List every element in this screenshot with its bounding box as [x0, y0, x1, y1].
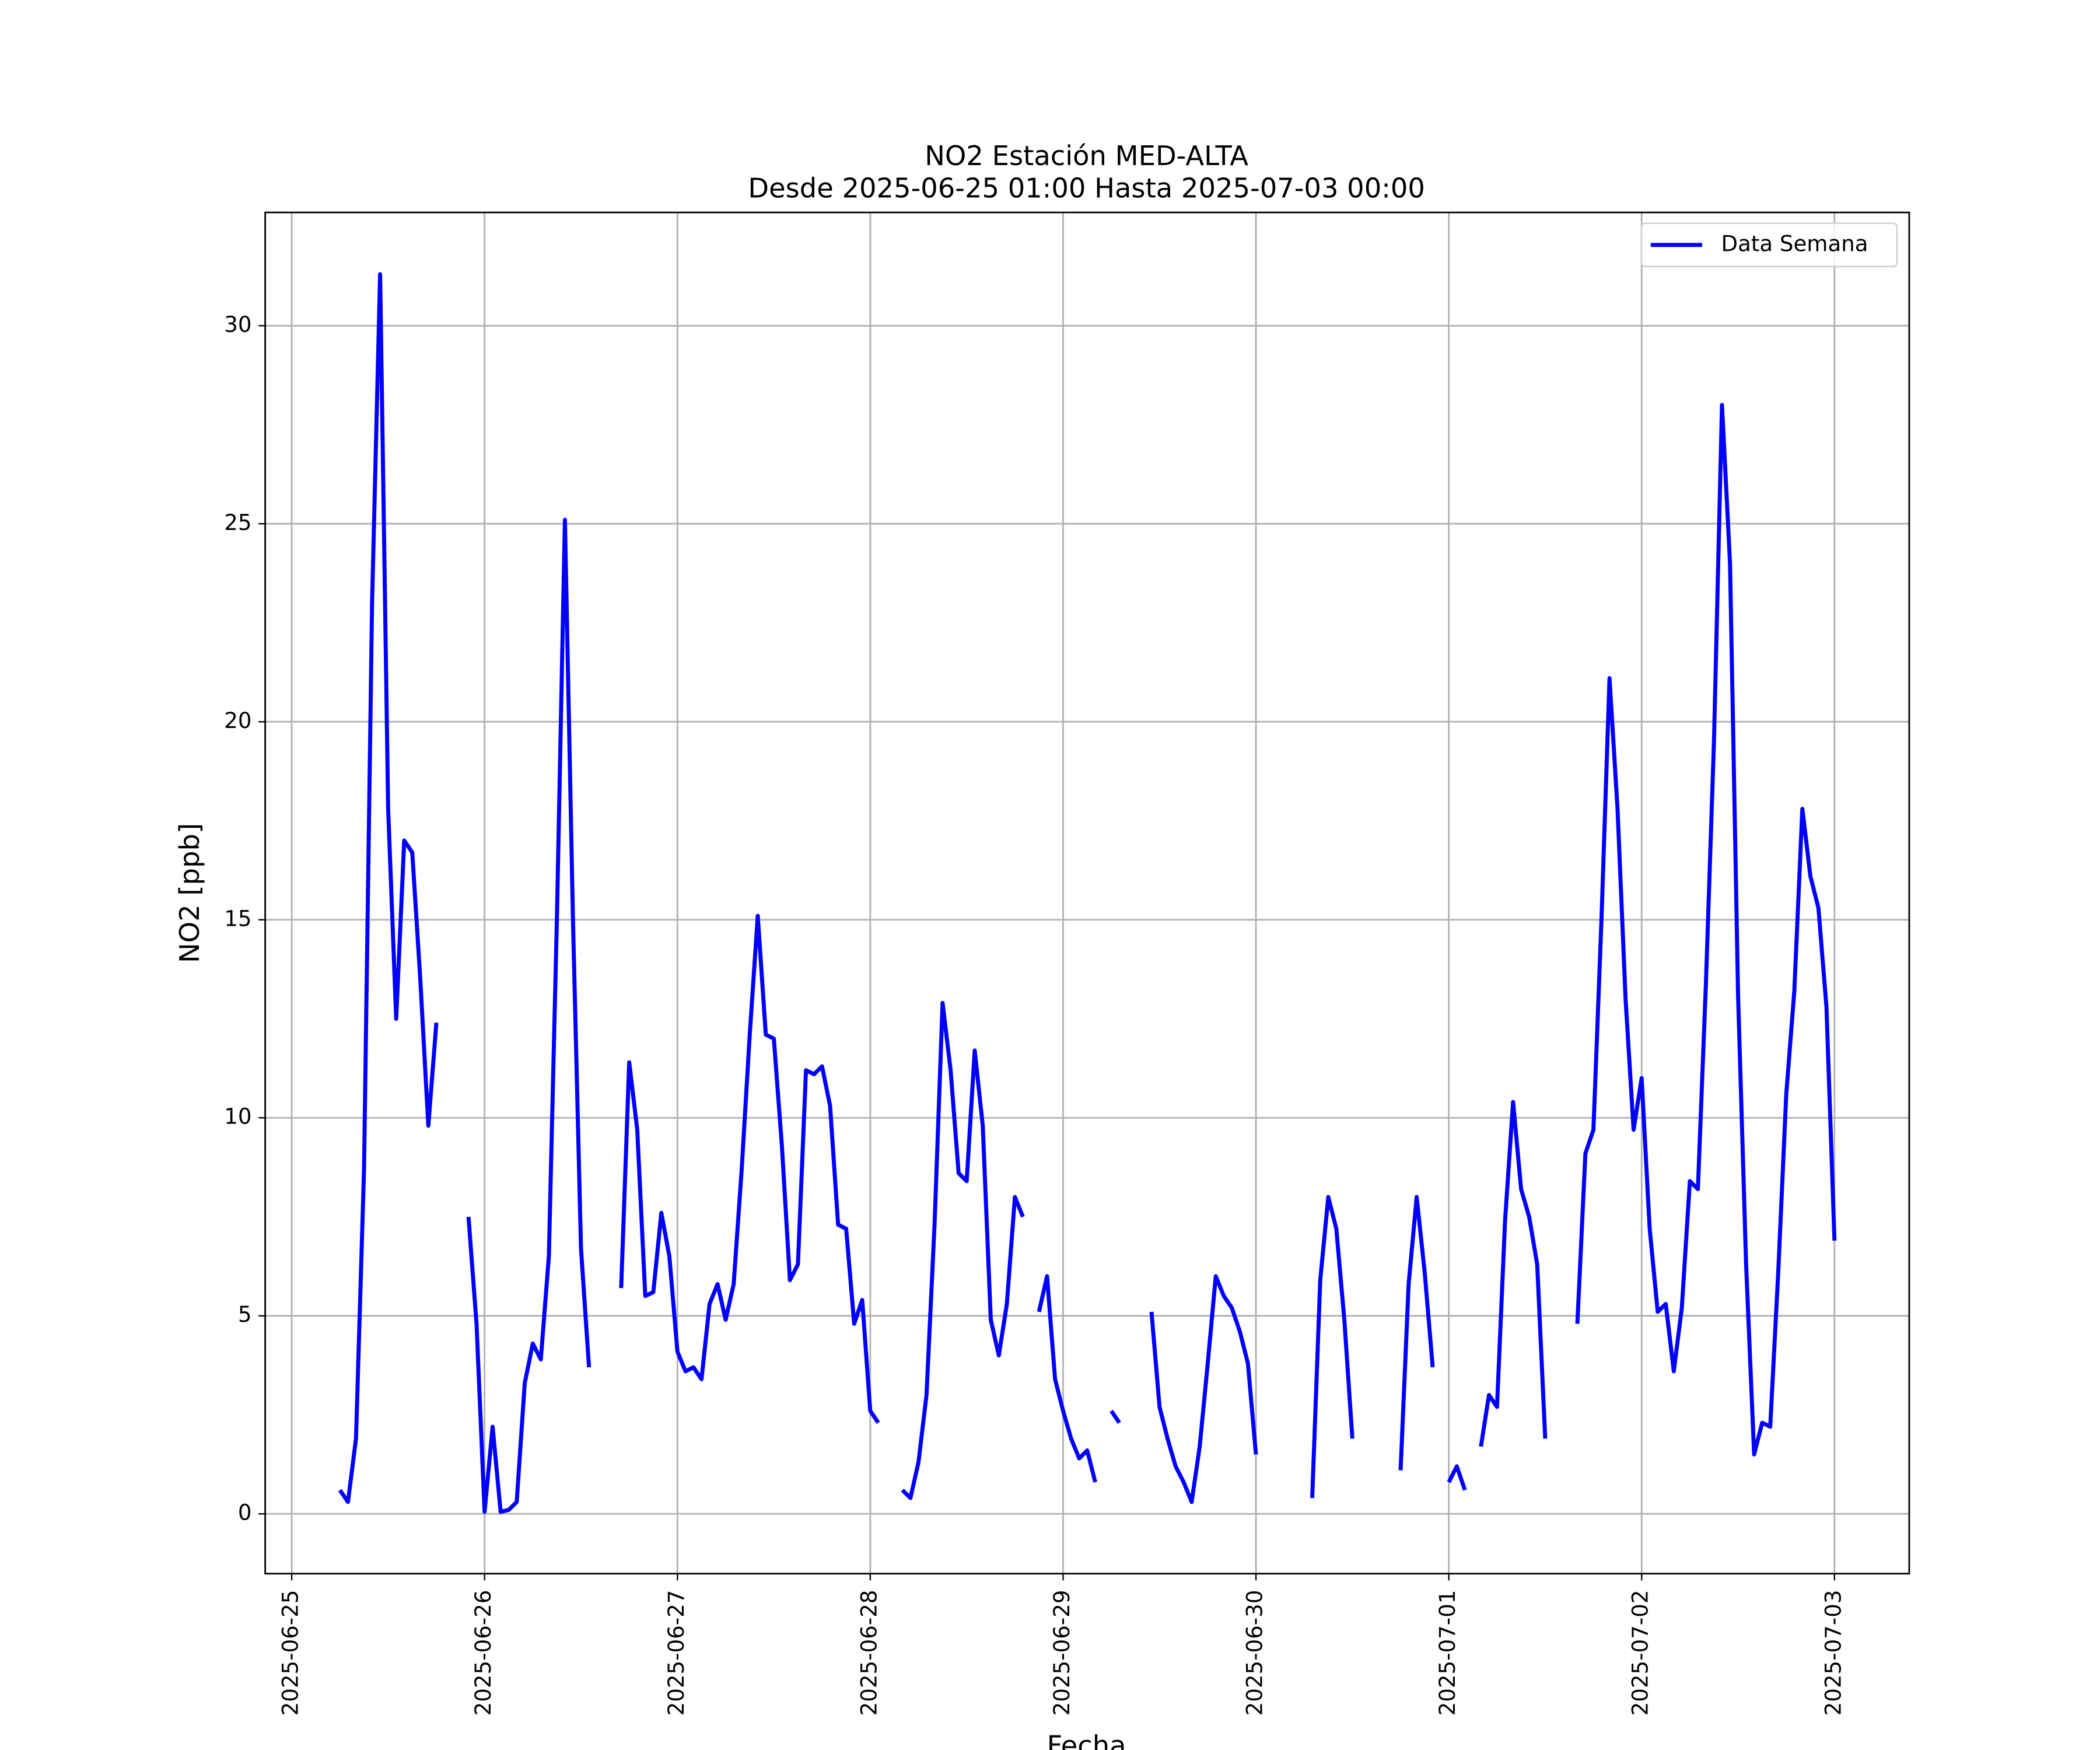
- y-axis-label: NO2 [ppb]: [174, 823, 205, 963]
- y-tick-label: 25: [224, 510, 251, 535]
- y-tick-label: 10: [224, 1104, 251, 1129]
- chart-title: NO2 Estación MED-ALTA: [925, 140, 1248, 172]
- x-tick-label: 2025-06-29: [1049, 1590, 1074, 1716]
- y-tick-label: 20: [224, 708, 251, 733]
- x-tick-label: 2025-06-25: [278, 1590, 303, 1716]
- x-tick-label: 2025-07-02: [1628, 1590, 1653, 1716]
- x-tick-label: 2025-06-28: [856, 1590, 881, 1716]
- x-tick-label: 2025-06-30: [1242, 1590, 1268, 1716]
- plot-frame: [264, 211, 1910, 1575]
- legend-label: Data Semana: [1721, 231, 1868, 256]
- y-tick-label: 15: [224, 906, 251, 931]
- y-tick-label: 0: [238, 1500, 252, 1525]
- legend-box: [1640, 222, 1898, 268]
- x-tick-label: 2025-06-27: [664, 1590, 689, 1716]
- y-tick-label: 30: [224, 312, 251, 337]
- x-tick-label: 2025-07-01: [1435, 1590, 1460, 1716]
- y-tick-label: 5: [238, 1302, 252, 1327]
- data-line: [338, 272, 1837, 1514]
- x-tick-label: 2025-06-26: [471, 1590, 496, 1716]
- x-axis-label: Fecha: [1047, 1730, 1126, 1750]
- x-tick-label: 2025-07-03: [1821, 1590, 1846, 1716]
- chart-subtitle: Desde 2025-06-25 01:00 Hasta 2025-07-03 …: [748, 173, 1424, 204]
